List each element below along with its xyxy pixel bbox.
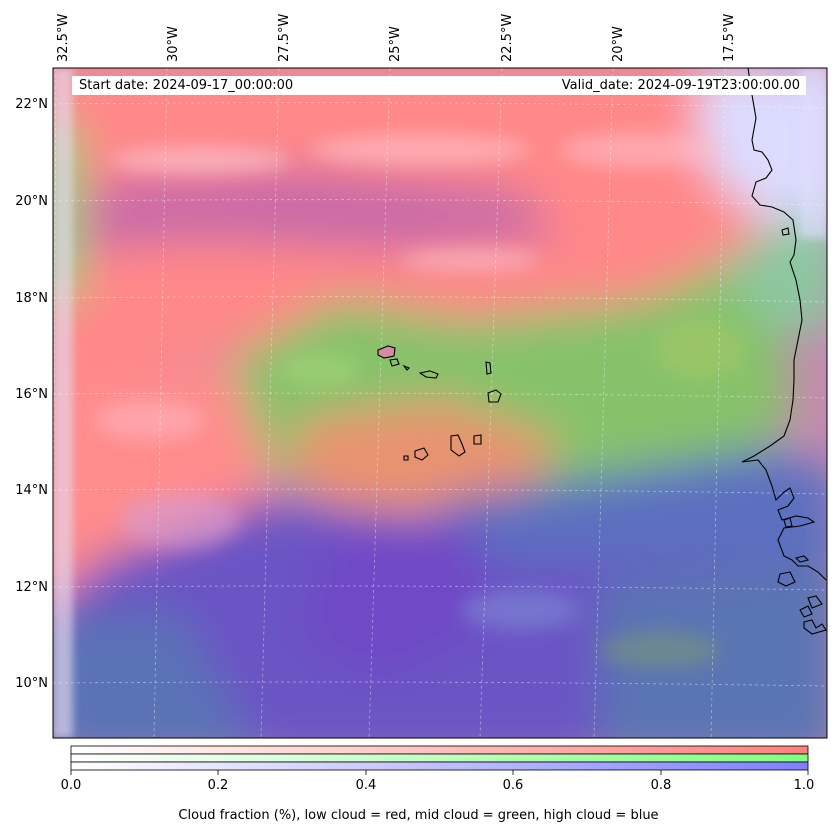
colorbar [70, 745, 809, 775]
island-santa-luzia [402, 364, 410, 371]
island-brava [403, 455, 409, 461]
colorbar-label: Cloud fraction (%), low cloud = red, mid… [178, 808, 659, 823]
map-frame [52, 67, 828, 739]
gridlines [53, 68, 827, 738]
island-sal [485, 361, 492, 375]
colorbar-mid-row [70, 753, 809, 763]
island-boa-vista [487, 389, 502, 403]
coastline [741, 67, 827, 635]
colorbar-tick-0-2: 0.2 [207, 778, 229, 793]
cape-verde-islands [377, 345, 502, 461]
lon-label-25w: 25°W [388, 26, 403, 62]
lat-label-14n: 14°N [15, 483, 48, 498]
lat-label-20n: 20°N [15, 194, 48, 209]
valid-date-text: Valid_date: 2024-09-19T23:00:00.00 [561, 78, 800, 93]
colorbar-tick-0-4: 0.4 [355, 778, 377, 793]
lon-label-30w: 30°W [166, 26, 181, 62]
cloud-fraction-field [53, 68, 827, 738]
lon-label-20w: 20°W [611, 26, 626, 62]
lon-label-32-5w: 32.5°W [56, 13, 71, 62]
island-maio [473, 434, 482, 445]
info-bar [72, 76, 806, 95]
lat-label-16n: 16°N [15, 387, 48, 402]
colorbar-high-row [70, 761, 809, 771]
island-fogo [414, 447, 429, 461]
colorbar-tick-1-0: 1.0 [793, 778, 815, 793]
lat-label-18n: 18°N [15, 291, 48, 306]
island-santiago [450, 434, 466, 457]
island-santo-antao [377, 345, 396, 359]
lat-label-22n: 22°N [15, 97, 48, 112]
island-sao-nicolau [418, 370, 439, 379]
lon-label-22-5w: 22.5°W [500, 13, 515, 62]
lon-label-17-5w: 17.5°W [722, 13, 737, 62]
colorbar-tick-0-0: 0.0 [60, 778, 82, 793]
lon-label-27-5w: 27.5°W [277, 13, 292, 62]
island-sao-vicente [389, 358, 400, 367]
colorbar-low-row [70, 745, 809, 755]
lat-label-10n: 10°N [15, 676, 48, 691]
colorbar-tick-0-6: 0.6 [502, 778, 524, 793]
start-date-text: Start date: 2024-09-17_00:00:00 [79, 78, 294, 93]
colorbar-tick-0-8: 0.8 [650, 778, 672, 793]
lat-label-12n: 12°N [15, 580, 48, 595]
